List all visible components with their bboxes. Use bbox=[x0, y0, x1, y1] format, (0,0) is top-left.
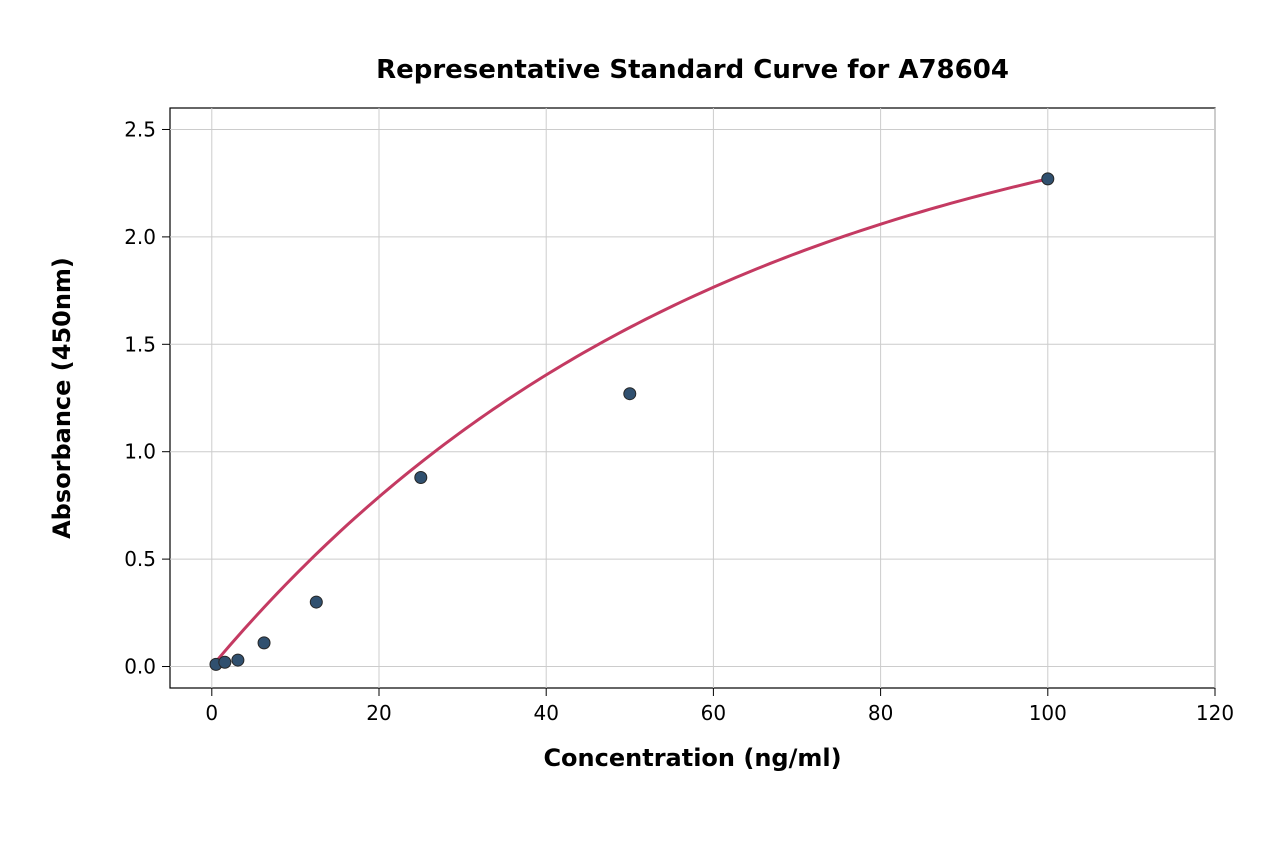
y-tick-label: 1.0 bbox=[124, 440, 156, 464]
standard-curve-chart: 0 20 40 60 80 100 120 0.0 0.5 1.0 1.5 2.0 2.5 Repre… bbox=[0, 0, 1280, 845]
data-point bbox=[310, 596, 322, 608]
data-point bbox=[232, 654, 244, 666]
chart-container: 0 20 40 60 80 100 120 0.0 0.5 1.0 1.5 2.0 2.5 Repre… bbox=[0, 0, 1280, 845]
x-tick-label: 100 bbox=[1029, 701, 1067, 725]
x-tick-label: 20 bbox=[366, 701, 391, 725]
data-point bbox=[219, 656, 231, 668]
x-tick-label: 60 bbox=[701, 701, 726, 725]
data-point bbox=[624, 388, 636, 400]
x-tick-label: 40 bbox=[533, 701, 558, 725]
chart-title: Representative Standard Curve for A78604 bbox=[376, 55, 1009, 85]
x-tick-label: 80 bbox=[868, 701, 893, 725]
x-axis-label: Concentration (ng/ml) bbox=[543, 744, 841, 772]
x-tick-label: 120 bbox=[1196, 701, 1234, 725]
y-tick-label: 1.5 bbox=[124, 332, 156, 356]
y-tick-label: 2.5 bbox=[124, 117, 156, 141]
chart-background bbox=[0, 0, 1280, 845]
y-axis-label: Absorbance (450nm) bbox=[48, 257, 76, 539]
y-tick-label: 2.0 bbox=[124, 225, 156, 249]
data-point bbox=[415, 471, 427, 483]
data-point bbox=[258, 637, 270, 649]
y-tick-label: 0.5 bbox=[124, 547, 156, 571]
y-tick-label: 0.0 bbox=[124, 655, 156, 679]
x-tick-label: 0 bbox=[205, 701, 218, 725]
data-point bbox=[1042, 173, 1054, 185]
